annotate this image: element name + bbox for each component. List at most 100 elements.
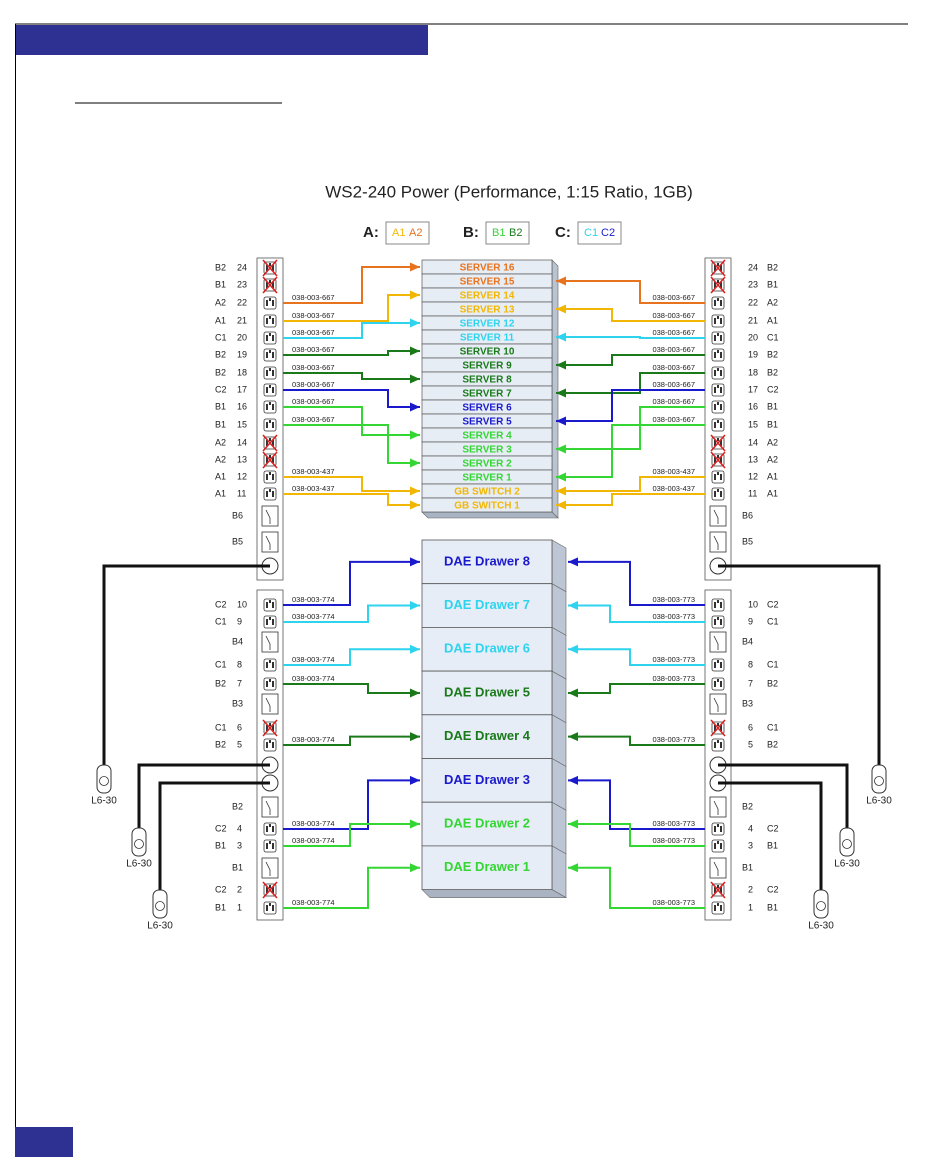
outlet-off [710, 881, 726, 899]
pdu-outlet: 13 [237, 454, 247, 464]
pdu-phase: C1 [767, 616, 779, 626]
plug-label: L6-30 [126, 859, 152, 870]
arrow-head [556, 444, 566, 454]
outlet-pin [714, 404, 716, 410]
server-label: SERVER 7 [462, 389, 512, 400]
breaker-lever [265, 535, 271, 550]
outlet-pin [714, 370, 716, 376]
legend-box [577, 221, 622, 245]
breaker [709, 531, 727, 553]
drawer-side [551, 670, 567, 724]
pdu-outlet: 21 [748, 315, 758, 325]
outlet-pin [272, 352, 274, 358]
arrow-head [556, 360, 566, 370]
outlet-pin [269, 824, 271, 827]
outlet-pin [266, 387, 268, 393]
pdu-phase: B1 [767, 279, 778, 289]
drawer-label: DAE Drawer 7 [444, 597, 530, 612]
server-label: GB SWITCH 1 [454, 501, 520, 512]
outlet-off [710, 451, 726, 469]
outlet-pin [714, 662, 716, 668]
breaker-lever [713, 635, 719, 650]
breaker-label: B2 [742, 801, 753, 811]
breaker-lever [265, 697, 271, 712]
plug-label: L6-30 [808, 921, 834, 932]
pdu-outlet: 4 [237, 823, 242, 833]
cable [283, 266, 420, 304]
outlet-pin [269, 489, 271, 492]
outlet-pin [717, 455, 719, 458]
outlet-pin [720, 352, 722, 358]
outlet-pin [720, 602, 722, 608]
arrow-head [568, 688, 578, 698]
cable-label: 038-003-773 [652, 898, 695, 907]
pdu-phase: B1 [767, 419, 778, 429]
arrow-head [410, 346, 420, 356]
legend-box [385, 221, 430, 245]
outlet-pin [272, 491, 274, 497]
pdu-phase: C2 [215, 884, 227, 894]
pdu-outlet: 16 [237, 401, 247, 411]
arrow-head [410, 318, 420, 328]
cable-label: 038-003-437 [652, 484, 695, 493]
pdu-outlet: 9 [237, 616, 242, 626]
pdu-phase: A1 [767, 471, 778, 481]
outlet-pin [266, 826, 268, 832]
plug-face [816, 901, 826, 911]
outlet-off [710, 434, 726, 452]
outlet-pin [272, 474, 274, 480]
pdu-outlet: 13 [748, 454, 758, 464]
outlet-pin [272, 457, 274, 463]
pdu-phase: B1 [767, 401, 778, 411]
cable-label: 038-003-774 [292, 612, 335, 621]
drawer-side [551, 801, 567, 855]
drawer-label: DAE Drawer 8 [444, 553, 530, 568]
outlet-pin [272, 681, 274, 687]
pdu-outlet: 17 [237, 384, 247, 394]
pdu-phase: B1 [767, 902, 778, 912]
pdu-phase: C2 [767, 384, 779, 394]
cable-label: 038-003-667 [652, 345, 695, 354]
outlet-pin [266, 282, 268, 288]
outlet-pin [720, 662, 722, 668]
outlet-pin [272, 422, 274, 428]
breaker-label: B5 [232, 536, 243, 546]
pdu-phase: A1 [215, 471, 226, 481]
breaker-label: B4 [742, 636, 753, 646]
arrow-head [556, 486, 566, 496]
pdu-outlet: 1 [748, 902, 753, 912]
outlet-pin [272, 300, 274, 306]
outlet-pin [717, 298, 719, 301]
outlet-pin [714, 422, 716, 428]
drawer-label: DAE Drawer 5 [444, 684, 530, 699]
outlet-pin [272, 404, 274, 410]
outlet-pin [269, 472, 271, 475]
server-label: SERVER 16 [460, 263, 515, 274]
pdu-outlet: 7 [237, 678, 242, 688]
pdu-outlet: 22 [237, 297, 247, 307]
drawer-label: DAE Drawer 1 [444, 859, 530, 874]
pdu-phase: B2 [767, 739, 778, 749]
cable-label: 038-003-667 [652, 328, 695, 337]
pdu-phase: C1 [215, 616, 227, 626]
outlet-pin [272, 742, 274, 748]
outlet-pin [272, 826, 274, 832]
arrow-head [556, 332, 566, 342]
pdu-phase: C1 [215, 722, 227, 732]
cable [568, 735, 705, 746]
outlet-pin [717, 472, 719, 475]
outlet-pin [720, 387, 722, 393]
drawer-side [551, 845, 567, 899]
breaker-label: B1 [742, 862, 753, 872]
legend-item: C2 [601, 227, 615, 239]
pdu-outlet: 10 [748, 599, 758, 609]
drawer-label: DAE Drawer 6 [444, 641, 530, 656]
outlet-pin [266, 843, 268, 849]
pdu-phase: C2 [215, 599, 227, 609]
outlet-pin [266, 887, 268, 893]
breaker [261, 857, 279, 879]
cable-label: 038-003-437 [652, 467, 695, 476]
plug-face [874, 776, 884, 786]
outlet-pin [269, 350, 271, 353]
